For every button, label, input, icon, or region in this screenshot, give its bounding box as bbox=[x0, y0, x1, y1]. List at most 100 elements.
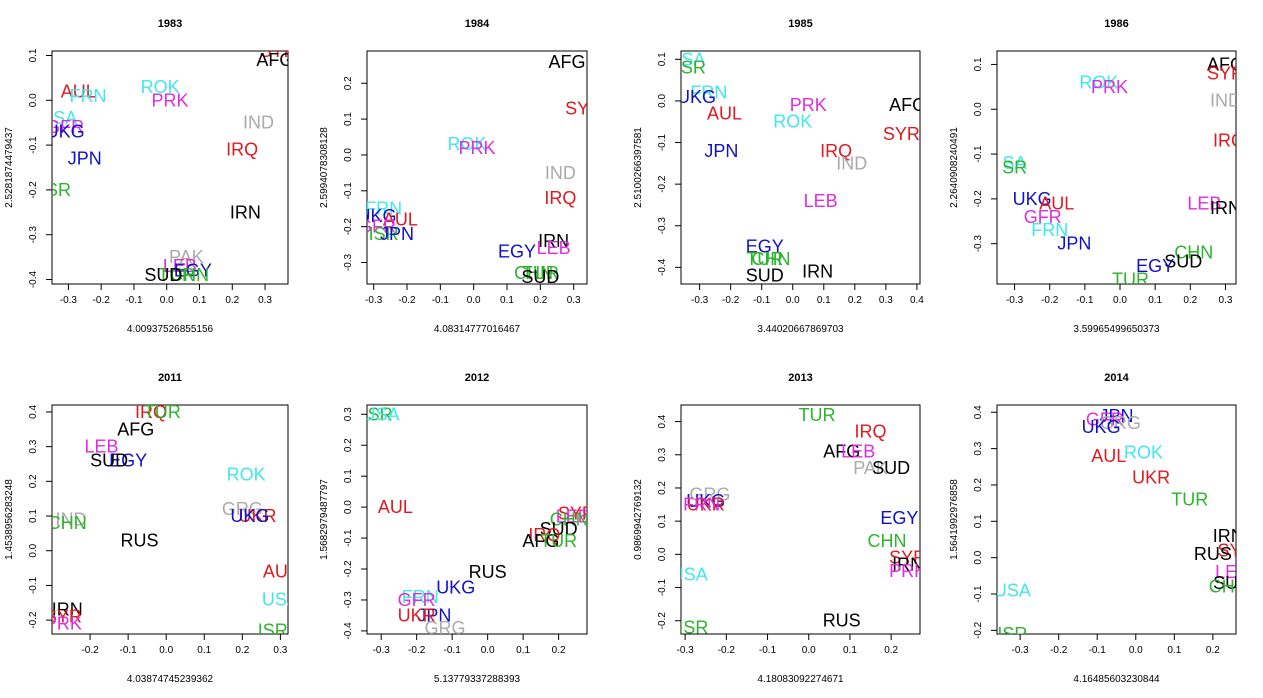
y-tick-label: -0.4 bbox=[28, 270, 39, 288]
y-tick-label: -0.3 bbox=[343, 253, 354, 271]
point-gfr: GFR bbox=[358, 217, 396, 237]
y-axis-label: 2.2640908240491 bbox=[949, 127, 960, 208]
point-irn: IRN bbox=[52, 600, 83, 620]
point-irq: IRQ bbox=[544, 188, 576, 208]
panel-title: 1985 bbox=[788, 18, 812, 30]
point-gfr: GFR bbox=[1086, 410, 1124, 430]
y-axis-label: 1.5641992976858 bbox=[949, 479, 960, 560]
x-tick-label: 0.2 bbox=[235, 645, 249, 656]
panel-title: 2013 bbox=[788, 372, 812, 384]
point-leb: LEB bbox=[804, 191, 838, 211]
y-tick-label: 0.0 bbox=[973, 550, 984, 564]
point-ind: IND bbox=[243, 113, 274, 133]
point-irq: IRQ bbox=[135, 402, 167, 422]
point-grg: GRG bbox=[425, 618, 466, 638]
x-tick-label: -0.1 bbox=[120, 645, 138, 656]
y-tick-label: -0.4 bbox=[657, 258, 668, 276]
point-chn: CHN bbox=[752, 249, 791, 269]
y-tick-label: -0.1 bbox=[28, 136, 39, 154]
x-tick-label: -0.2 bbox=[408, 645, 426, 656]
point-sa: SA bbox=[1003, 153, 1027, 173]
point-sud: SUD bbox=[90, 451, 128, 471]
point-irq: IRQ bbox=[855, 422, 887, 442]
y-tick-label: 0.2 bbox=[973, 478, 984, 492]
point-ukg: UKG bbox=[1082, 417, 1121, 437]
point-irn: IRN bbox=[1210, 198, 1241, 218]
point-irn: IRN bbox=[538, 231, 569, 251]
point-tur: TUR bbox=[1112, 270, 1149, 290]
point-sa: SA bbox=[53, 108, 77, 128]
point-usa: USA bbox=[994, 580, 1031, 600]
point-chn: CHN bbox=[1174, 243, 1213, 263]
y-tick-label: 0.3 bbox=[973, 441, 984, 455]
x-tick-label: -0.2 bbox=[93, 295, 111, 306]
point-rus: RUS bbox=[121, 530, 159, 550]
x-axis-label: 3.44020667869703 bbox=[757, 324, 844, 335]
x-tick-label: 0.1 bbox=[197, 645, 211, 656]
point-leb: LEB bbox=[537, 238, 571, 258]
point-chn: CHN bbox=[48, 513, 87, 533]
x-tick-label: 0.0 bbox=[467, 295, 481, 306]
x-tick-label: 0.0 bbox=[1113, 295, 1127, 306]
point-ukg: UKG bbox=[46, 122, 85, 142]
y-tick-label: 0.2 bbox=[343, 76, 354, 90]
panel-1985: 1985 -0.3 -0.2 -0.1 0.0 0.1 0.2 0.3 0.4 -0.4 -0.3 -… bbox=[633, 18, 924, 335]
x-tick-label: -0.1 bbox=[753, 295, 771, 306]
y-tick-label: -0.1 bbox=[657, 578, 668, 596]
x-axis-label: 4.03874745239362 bbox=[127, 674, 214, 685]
point-leb: LEB bbox=[841, 441, 875, 461]
point-frn: FRN bbox=[690, 83, 727, 103]
y-tick-label: -0.3 bbox=[973, 235, 984, 253]
point-sr: SR bbox=[681, 58, 706, 78]
point-jpn: JPN bbox=[704, 141, 738, 161]
y-tick-label: 0.0 bbox=[343, 500, 354, 514]
y-tick-label: 0.0 bbox=[28, 93, 39, 107]
point-labels: TURIRQAFGLEBPAKSUDGRGUKGUKRFRNEGYCHNSYRI… bbox=[681, 405, 920, 634]
x-tick-label: -0.3 bbox=[677, 645, 695, 656]
point-prk: PRK bbox=[151, 90, 188, 110]
point-aul: AUL bbox=[383, 209, 418, 229]
y-axis-label: 1.4538956283248 bbox=[4, 479, 15, 560]
y-tick-label: -0.1 bbox=[973, 585, 984, 603]
point-afg: AFG bbox=[548, 52, 585, 72]
y-tick-label: -0.2 bbox=[28, 181, 39, 199]
y-tick-label: 0.0 bbox=[657, 547, 668, 561]
point-egy: EGY bbox=[174, 261, 212, 281]
point-grg: GRG bbox=[689, 485, 730, 505]
y-tick-label: -0.3 bbox=[343, 591, 354, 609]
x-tick-label: -0.1 bbox=[759, 645, 777, 656]
y-tick-label: 0.2 bbox=[343, 438, 354, 452]
point-afg: AFG bbox=[823, 441, 860, 461]
y-axis-label: 2.5281874479437 bbox=[4, 127, 15, 208]
y-tick-label: 0.1 bbox=[343, 112, 354, 126]
x-tick-label: 0.0 bbox=[802, 645, 816, 656]
x-tick-label: 0.2 bbox=[225, 295, 239, 306]
point-sud: SUD bbox=[1213, 573, 1251, 593]
x-tick-label: -0.3 bbox=[1006, 295, 1024, 306]
point-pak: PAK bbox=[169, 247, 204, 267]
x-tick-label: 0.2 bbox=[884, 645, 898, 656]
x-tick-label: -0.1 bbox=[1076, 295, 1094, 306]
x-tick-label: 0.3 bbox=[258, 295, 272, 306]
x-tick-label: 0.1 bbox=[817, 295, 831, 306]
y-tick-label: 0.0 bbox=[657, 94, 668, 108]
panel-title: 2012 bbox=[465, 372, 489, 384]
point-chn: CHN bbox=[170, 265, 209, 285]
panel-1983: 1983 -0.3 -0.2 -0.1 0.0 0.1 0.2 0.3 -0.4 -0.3 -0.2… bbox=[4, 18, 289, 335]
point-irq: IRQ bbox=[226, 140, 258, 160]
panel-title: 2014 bbox=[1104, 372, 1129, 384]
plot-frame bbox=[51, 50, 289, 285]
y-tick-label: 0.0 bbox=[28, 543, 39, 557]
point-sud: SUD bbox=[872, 458, 910, 478]
y-tick-label: 0.4 bbox=[28, 405, 39, 419]
point-ukr: UKR bbox=[239, 506, 277, 526]
point-aul: AUL bbox=[1039, 193, 1074, 213]
point-afg: AFG bbox=[1207, 54, 1244, 74]
point-usa: USA bbox=[363, 404, 400, 424]
x-tick-label: -0.1 bbox=[444, 645, 462, 656]
